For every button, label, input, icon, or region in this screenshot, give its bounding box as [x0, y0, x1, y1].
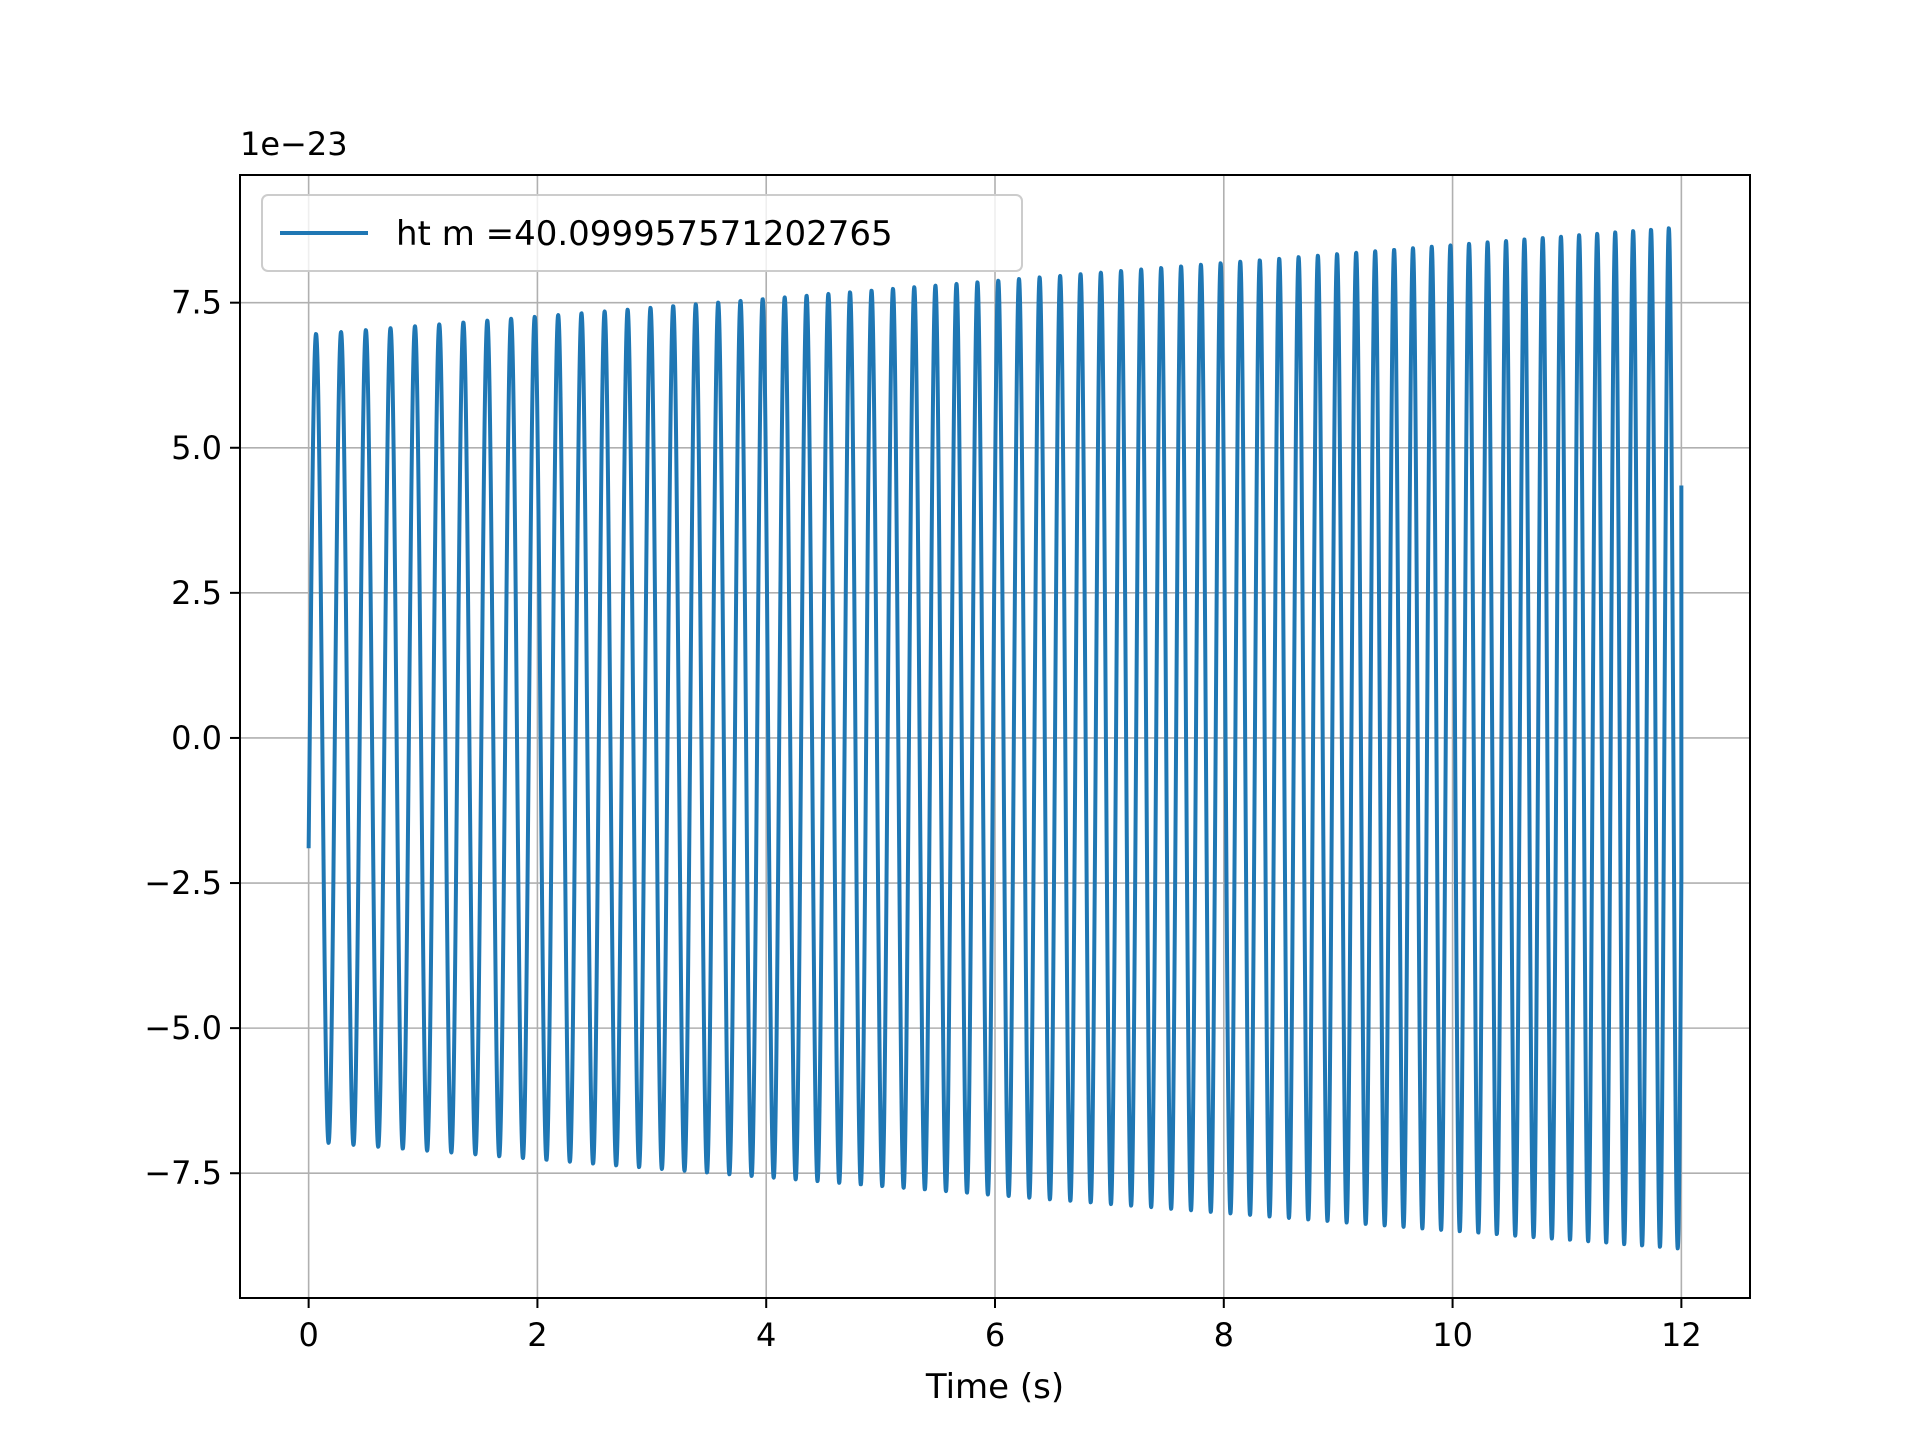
y-tick-label: 5.0	[171, 429, 222, 467]
y-tick-label: 7.5	[171, 284, 222, 322]
x-tick-label: 6	[985, 1316, 1005, 1354]
legend-label: ht m =40.099957571202765	[396, 214, 893, 254]
x-tick-label: 8	[1214, 1316, 1234, 1354]
y-tick-label: 2.5	[171, 574, 222, 612]
series-layer	[306, 226, 1684, 1251]
x-axis-label: Time (s)	[925, 1367, 1064, 1407]
x-tick-label: 2	[527, 1316, 547, 1354]
y-tick-label: −5.0	[144, 1009, 222, 1047]
x-axis: 0 2 4 6 8 10 12	[298, 1298, 1702, 1354]
x-tick-label: 12	[1661, 1316, 1702, 1354]
y-axis: −7.5 −5.0 −2.5 0.0 2.5 5.0 7.5	[144, 284, 240, 1192]
y-tick-label: −2.5	[144, 864, 222, 902]
x-tick-label: 0	[298, 1316, 318, 1354]
legend-box	[261, 194, 1023, 272]
legend: ht m =40.099957571202765	[261, 194, 1023, 272]
x-tick-label: 10	[1432, 1316, 1473, 1354]
y-offset-label: 1e−23	[240, 125, 348, 163]
x-tick-label: 4	[756, 1316, 776, 1354]
series-line-0	[306, 226, 1684, 1251]
y-tick-label: 0.0	[171, 719, 222, 757]
y-tick-label: −7.5	[144, 1154, 222, 1192]
